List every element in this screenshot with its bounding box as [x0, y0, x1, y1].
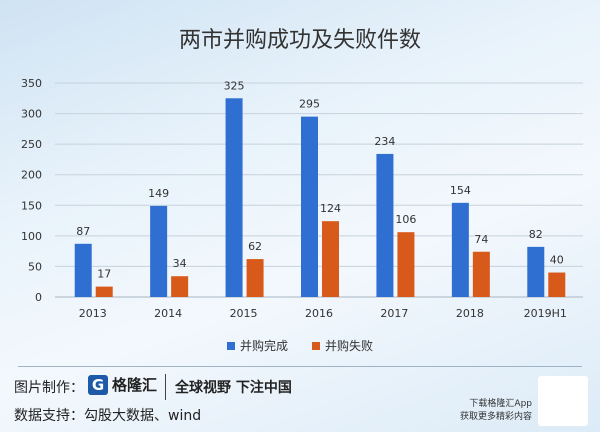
- bar-failure: [246, 259, 264, 297]
- bar-success: [150, 205, 168, 297]
- x-tick-label: 2015: [230, 307, 258, 320]
- data-label: 40: [550, 254, 564, 267]
- x-tick-label: 2014: [154, 307, 182, 320]
- data-label: 154: [450, 184, 471, 197]
- legend-swatch: [226, 342, 235, 350]
- x-tick-label: 2013: [79, 307, 107, 320]
- bar-success: [451, 202, 469, 297]
- y-tick-label: 150: [21, 199, 42, 212]
- chart-title: 两市并购成功及失败件数: [178, 28, 421, 53]
- data-label: 82: [529, 228, 543, 241]
- bar-failure: [95, 286, 113, 297]
- x-tick-label: 2017: [380, 307, 408, 320]
- app-line2: 获取更多精彩内容: [459, 412, 532, 422]
- data-source: 数据支持：勾股大数据、wind: [14, 408, 202, 424]
- slogan: 全球视野 下注中国: [175, 380, 292, 396]
- divider: [165, 374, 166, 400]
- bar-success: [225, 98, 243, 298]
- bar-success: [527, 246, 545, 297]
- bar-failure: [397, 232, 415, 297]
- data-label: 325: [224, 79, 245, 92]
- legend-item-failure: 并购失败: [312, 337, 373, 354]
- y-tick-label: 350: [21, 77, 42, 90]
- y-tick-label: 200: [21, 169, 42, 182]
- legend-label: 并购完成: [239, 339, 288, 353]
- logo-icon: G: [88, 374, 108, 395]
- x-tick-label: 2018: [456, 307, 484, 320]
- x-tick-label: 2019H1: [524, 307, 567, 320]
- bar-failure: [472, 251, 490, 297]
- y-tick-label: 100: [21, 230, 42, 243]
- bar-chart: 0 50 100 150 200 250 300 350 2013 87 17 2014 149 34 20…: [21, 77, 583, 320]
- logo-text: 格隆汇: [112, 376, 158, 394]
- data-label: 34: [173, 257, 187, 270]
- y-tick-label: 50: [28, 260, 42, 273]
- bar-failure: [322, 221, 339, 297]
- data-label: 234: [374, 135, 395, 148]
- data-label: 149: [148, 187, 169, 200]
- data-label: 17: [97, 268, 111, 281]
- qr-code[interactable]: [538, 376, 588, 426]
- bar-success: [74, 243, 92, 297]
- bar-success: [376, 153, 394, 297]
- data-label: 124: [320, 202, 341, 215]
- made-by-label: 图片制作：: [14, 380, 84, 396]
- bar-success: [301, 116, 318, 297]
- data-label: 106: [395, 213, 416, 226]
- legend-item-success: 并购完成: [226, 337, 288, 354]
- y-tick-label: 250: [21, 138, 42, 151]
- legend: 并购完成 并购失败: [0, 337, 600, 354]
- y-tick-label: 0: [35, 291, 42, 304]
- data-label: 87: [76, 225, 90, 238]
- logo: G 格隆汇: [88, 374, 157, 395]
- bar-failure: [548, 272, 566, 297]
- legend-label: 并购失败: [325, 339, 374, 353]
- app-line1: 下载格隆汇App: [469, 399, 532, 409]
- legend-swatch: [312, 342, 320, 350]
- y-tick-label: 300: [21, 108, 42, 121]
- bar-failure: [171, 276, 189, 297]
- data-label: 295: [299, 98, 320, 111]
- app-promo: 下载格隆汇App 获取更多精彩内容: [460, 398, 532, 424]
- data-label: 74: [474, 233, 488, 246]
- x-tick-label: 2016: [305, 307, 333, 320]
- data-label: 62: [248, 240, 262, 253]
- footer-divider: [18, 366, 582, 367]
